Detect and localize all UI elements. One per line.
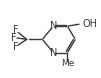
Text: F: F bbox=[13, 25, 19, 35]
Text: F: F bbox=[11, 33, 17, 43]
Text: N: N bbox=[50, 48, 57, 58]
Text: OH: OH bbox=[82, 19, 97, 29]
Text: N: N bbox=[50, 21, 57, 31]
Text: Me: Me bbox=[61, 59, 74, 68]
Text: F: F bbox=[13, 42, 19, 52]
